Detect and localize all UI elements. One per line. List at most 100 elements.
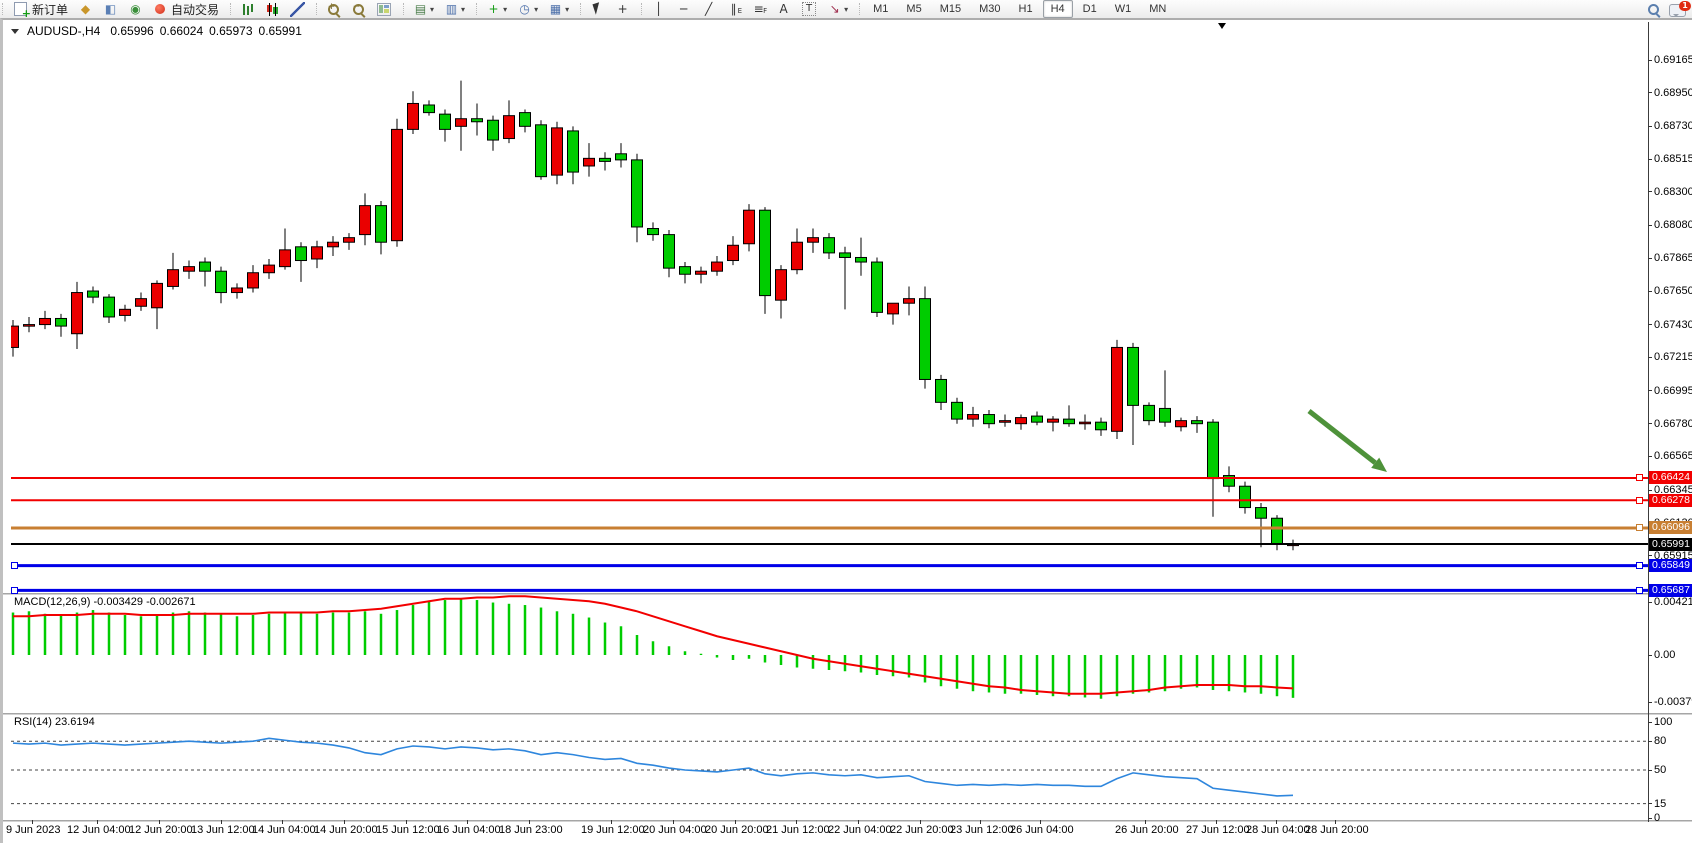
timeframe-w1-label: W1 — [1114, 3, 1132, 15]
rsi-tick-mark — [1648, 817, 1652, 819]
close-value: 0.65991 — [258, 24, 302, 38]
fibonacci-button[interactable]: ≡ F — [747, 0, 770, 18]
rsi-tick-mark — [1648, 769, 1652, 771]
hline-handle[interactable] — [1636, 496, 1643, 504]
channel-button[interactable]: ∥ E — [722, 0, 745, 18]
profiles-button[interactable]: ▥ ▾ — [440, 0, 469, 18]
time-tick-label: 14 Jun 04:00 — [252, 824, 316, 836]
timeframe-h4[interactable]: H4 — [1042, 0, 1073, 18]
horizontal-line-button[interactable]: ─ — [672, 0, 695, 18]
time-tick-mark — [32, 820, 33, 824]
time-tick-mark — [1040, 820, 1041, 824]
line-chart-button[interactable] — [286, 0, 309, 18]
price-tick-mark — [1648, 92, 1652, 94]
pane-separator[interactable] — [3, 820, 1692, 822]
indicators-button[interactable]: + ▾ — [482, 0, 511, 18]
search-icon[interactable] — [1646, 2, 1661, 17]
crosshair-button[interactable]: + — [611, 0, 634, 18]
time-tick-label: 12 Jun 20:00 — [129, 824, 193, 836]
timeframe-d1-label: D1 — [1082, 3, 1097, 15]
dropdown-arrow-icon: ▾ — [534, 4, 539, 14]
vertical-line-button[interactable]: │ — [647, 0, 670, 18]
text-button[interactable]: A — [772, 0, 795, 18]
data-window-button[interactable]: ◧ — [99, 0, 122, 18]
price-tick-mark — [1648, 59, 1652, 61]
price-tick-mark — [1648, 489, 1652, 491]
arrows-button[interactable]: ↘ ▾ — [823, 0, 852, 18]
time-tick-label: 16 Jun 04:00 — [437, 824, 501, 836]
template-icon: ▦ — [549, 1, 562, 16]
hline-handle[interactable] — [1636, 562, 1643, 570]
price-tick-label: 0.67215 — [1654, 351, 1692, 364]
price-tick-label: 0.65915 — [1654, 549, 1692, 562]
time-tick-label: 15 Jun 12:00 — [376, 824, 440, 836]
text-label-button[interactable]: T — [797, 0, 821, 18]
templates-button[interactable]: ▦ ▾ — [544, 0, 573, 18]
new-order-button[interactable]: 新订单 — [8, 0, 72, 21]
new-chart-button[interactable]: ▤ ▾ — [409, 0, 438, 18]
timeframe-m15[interactable]: M15 — [932, 0, 969, 18]
timeframe-m1[interactable]: M1 — [865, 0, 896, 18]
cursor-button[interactable] — [586, 0, 609, 18]
rsi-pane[interactable] — [11, 715, 1648, 820]
chart-window[interactable]: AUDUSD-,H4 0.65996 0.66024 0.65973 0.659… — [0, 18, 1692, 843]
zoom-out-button[interactable]: − — [347, 0, 370, 18]
periods-button[interactable]: ◷ ▾ — [513, 0, 542, 18]
timeframe-w1[interactable]: W1 — [1107, 0, 1140, 18]
price-tick-mark — [1648, 125, 1652, 127]
price-tick-mark — [1648, 555, 1652, 557]
market-watch-button[interactable]: ◆ — [74, 0, 97, 18]
pane-separator[interactable] — [3, 593, 1692, 595]
hline-handle[interactable] — [1636, 524, 1643, 532]
fibonacci-icon: ≡ F — [753, 1, 768, 16]
price-tick-label: 0.67650 — [1654, 285, 1692, 298]
timeframe-m5[interactable]: M5 — [898, 0, 929, 18]
price-line-tag: 0.66424 — [1649, 471, 1692, 485]
rsi-label: RSI(14) 23.6194 — [14, 716, 95, 728]
tile-windows-button[interactable] — [372, 0, 396, 18]
zoom-out-icon: − — [351, 2, 366, 17]
hline-handle[interactable] — [11, 586, 18, 594]
hline-handle[interactable] — [1636, 474, 1643, 482]
timeframe-m30[interactable]: M30 — [971, 0, 1008, 18]
rsi-tick-mark — [1648, 740, 1652, 742]
main-chart-pane[interactable] — [11, 22, 1648, 593]
zoom-in-icon: + — [326, 2, 341, 17]
pane-separator[interactable] — [3, 713, 1692, 715]
zoom-in-button[interactable]: + — [322, 0, 345, 18]
timeframe-d1[interactable]: D1 — [1075, 0, 1105, 18]
ohlc-collapse-icon[interactable] — [11, 28, 19, 34]
timeframe-m5-label: M5 — [906, 3, 922, 15]
timeframe-h1[interactable]: H1 — [1011, 0, 1041, 18]
down-arrow-annotation[interactable] — [1307, 409, 1377, 465]
timeframe-mn-label: MN — [1149, 3, 1167, 15]
time-tick-mark — [980, 820, 981, 824]
timeframe-mn[interactable]: MN — [1141, 0, 1174, 18]
autotrading-button[interactable]: 自动交易 — [149, 0, 223, 18]
price-tick-mark — [1648, 455, 1652, 457]
price-tick-mark — [1648, 191, 1652, 193]
macd-label: MACD(12,26,9) -0.003429 -0.002671 — [14, 596, 196, 608]
toolbar-buttons: 新订单◆◧◉自动交易+−▤▾▥▾+▾◷▾▦▾+│─╱∥E≡FAT↘▾M1M5M1… — [0, 0, 1179, 21]
bar-chart-button[interactable] — [236, 0, 259, 18]
macd-pane[interactable] — [11, 594, 1648, 712]
hline-handle[interactable] — [11, 562, 18, 570]
time-tick-mark — [467, 820, 468, 824]
trendline-button[interactable]: ╱ — [697, 0, 720, 18]
arrows-icon: ↘ — [829, 1, 840, 16]
hline-handle[interactable] — [1636, 586, 1643, 594]
time-tick-mark — [796, 820, 797, 824]
time-tick-mark — [97, 820, 98, 824]
price-axis-border — [1648, 22, 1649, 822]
navigator-button[interactable]: ◉ — [124, 0, 147, 18]
time-tick-label: 27 Jun 12:00 — [1186, 824, 1250, 836]
candlestick-chart-button[interactable] — [261, 0, 284, 18]
bar-chart-icon — [240, 1, 256, 17]
dropdown-arrow-icon: ▾ — [461, 4, 466, 14]
time-tick-mark — [529, 820, 530, 824]
notifications-icon[interactable]: 1 — [1669, 0, 1691, 17]
rsi-tick-label: 80 — [1654, 735, 1667, 748]
price-tick-mark — [1648, 423, 1652, 425]
time-tick-mark — [221, 820, 222, 824]
toolbar-group: M1 M5 M15 M30 H1 H4 D1 W1 MN — [857, 0, 1179, 18]
